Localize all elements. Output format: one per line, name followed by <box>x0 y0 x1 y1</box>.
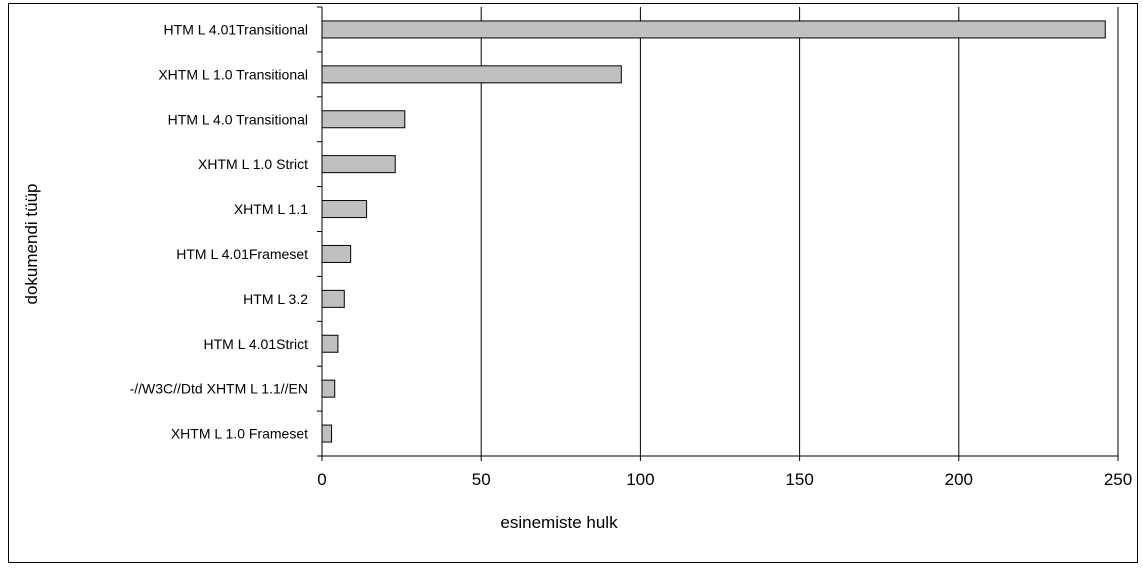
grid-lines <box>480 7 1119 456</box>
category-label: HTM L 4.01Transitional <box>164 21 308 37</box>
bars <box>321 20 1106 443</box>
category-label: -//W3C//Dtd XHTM L 1.1//EN <box>130 381 308 397</box>
category-label: XHTM L 1.1 <box>234 201 308 217</box>
category-label: XHTM L 1.0 Strict <box>198 156 308 172</box>
axes <box>317 6 1119 461</box>
bar <box>321 65 622 84</box>
x-tick-label: 100 <box>626 470 654 489</box>
bar <box>321 155 396 174</box>
bar <box>321 379 336 398</box>
y-axis-title: dokumendi tüüp <box>22 184 41 305</box>
x-tick-label: 150 <box>785 470 813 489</box>
category-label: HTM L 3.2 <box>243 291 308 307</box>
category-label: HTM L 4.01Strict <box>203 336 308 352</box>
chart-frame: HTM L 4.01Transitional XHTM L 1.0 Transit… <box>8 3 1138 563</box>
category-label: XHTM L 1.0 Frameset <box>171 426 308 442</box>
x-axis-title: esinemiste hulk <box>500 513 618 532</box>
bar <box>321 424 333 443</box>
bar <box>321 289 345 308</box>
bar <box>321 334 339 353</box>
category-label: HTM L 4.0 Transitional <box>168 111 308 127</box>
category-label: HTM L 4.01Frameset <box>176 246 308 262</box>
bar-chart: HTM L 4.01Transitional XHTM L 1.0 Transit… <box>22 6 1133 532</box>
bar <box>321 20 1106 39</box>
x-tick-label: 50 <box>472 470 491 489</box>
x-tick-label: 250 <box>1104 470 1132 489</box>
x-tick-label: 0 <box>317 470 326 489</box>
bar <box>321 244 352 263</box>
bar <box>321 200 368 219</box>
labels: HTM L 4.01Transitional XHTM L 1.0 Transit… <box>130 21 1133 489</box>
x-tick-label: 200 <box>945 470 973 489</box>
bar <box>321 110 406 129</box>
category-label: XHTM L 1.0 Transitional <box>158 66 308 82</box>
